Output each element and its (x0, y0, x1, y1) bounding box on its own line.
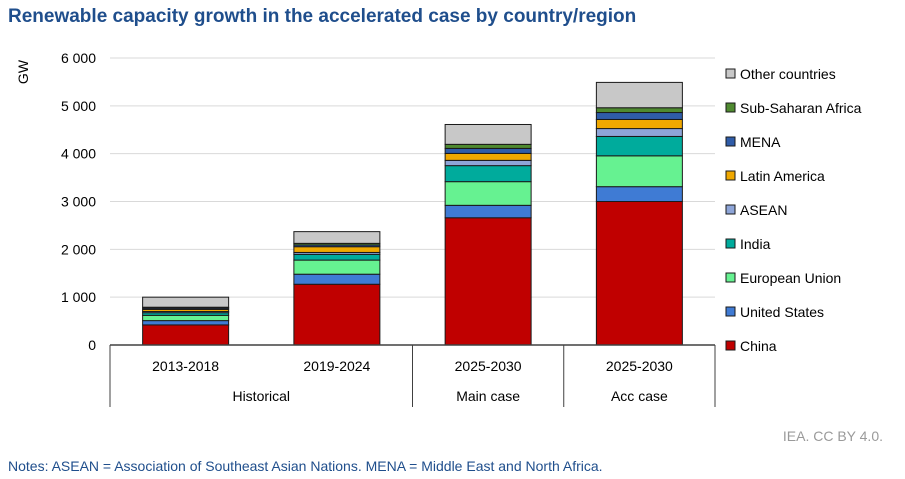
bar-segment-sub-saharan-africa (444, 143, 532, 149)
bar-segment-mena (444, 147, 532, 154)
bar-segment-china (444, 217, 532, 346)
y-axis-label: GW (15, 59, 31, 84)
x-tick-label: 2019-2024 (303, 358, 370, 374)
y-tick-label: 4 000 (61, 146, 96, 162)
legend-swatch (725, 102, 736, 113)
bar-segment-latin-america (444, 152, 532, 161)
legend-label: MENA (740, 134, 781, 150)
bar-segment-mena (595, 112, 683, 120)
bar-segment-india (595, 135, 683, 157)
x-tick-label: 2013-2018 (152, 358, 219, 374)
group-label: Main case (456, 388, 520, 404)
chart-title: Renewable capacity growth in the acceler… (8, 6, 637, 27)
bar-segment-india (444, 165, 532, 183)
bar-segment-other-countries (293, 231, 381, 244)
legend-swatch (725, 136, 736, 147)
bar-segment-european-union (595, 155, 683, 188)
legend-swatch (725, 340, 736, 351)
legend-label: ASEAN (740, 202, 787, 218)
bar-segment-united-states (444, 204, 532, 219)
y-tick-label: 5 000 (61, 98, 96, 114)
bar-segment-other-countries (595, 81, 683, 109)
legend-label: European Union (740, 270, 841, 286)
x-tick-label: 2025-2030 (455, 358, 522, 374)
group-label: Acc case (611, 388, 668, 404)
y-tick-label: 6 000 (61, 50, 96, 66)
bar-segment-latin-america (595, 118, 683, 130)
legend-label: China (740, 338, 777, 354)
group-label: Historical (232, 388, 290, 404)
bar-segment-other-countries (142, 296, 230, 308)
source-credit: IEA. CC BY 4.0. (782, 428, 883, 444)
legend-label: Other countries (740, 66, 836, 82)
legend-label: India (740, 236, 771, 252)
bar-segment-india (293, 253, 381, 261)
legend-label: Sub-Saharan Africa (740, 100, 862, 116)
y-tick-label: 1 000 (61, 289, 96, 305)
legend-label: Latin America (740, 168, 825, 184)
bar-segment-european-union (142, 314, 230, 322)
bar-segment-asean (444, 159, 532, 167)
x-tick-label: 2025-2030 (606, 358, 673, 374)
legend-swatch (725, 204, 736, 215)
bar-segment-united-states (595, 186, 683, 202)
legend-swatch (725, 272, 736, 283)
bar-segment-latin-america (293, 246, 381, 253)
legend-swatch (725, 170, 736, 181)
bar-segment-united-states (293, 273, 381, 285)
bar-segment-united-states (142, 320, 230, 326)
legend-swatch (725, 306, 736, 317)
bar-segment-asean (595, 128, 683, 137)
bar-segment-china (142, 324, 230, 346)
y-tick-label: 2 000 (61, 241, 96, 257)
legend-label: United States (740, 304, 824, 320)
legend-swatch (725, 238, 736, 249)
y-tick-label: 0 (88, 337, 96, 353)
bar-segment-sub-saharan-africa (595, 107, 683, 114)
bar-segment-china (293, 283, 381, 346)
chart-notes: Notes: ASEAN = Association of Southeast … (8, 458, 603, 474)
bar-segment-other-countries (444, 123, 532, 145)
y-tick-label: 3 000 (61, 194, 96, 210)
bar-segment-european-union (293, 259, 381, 275)
legend-swatch (725, 68, 736, 79)
bar-segment-european-union (444, 181, 532, 206)
bar-segment-china (595, 201, 683, 346)
